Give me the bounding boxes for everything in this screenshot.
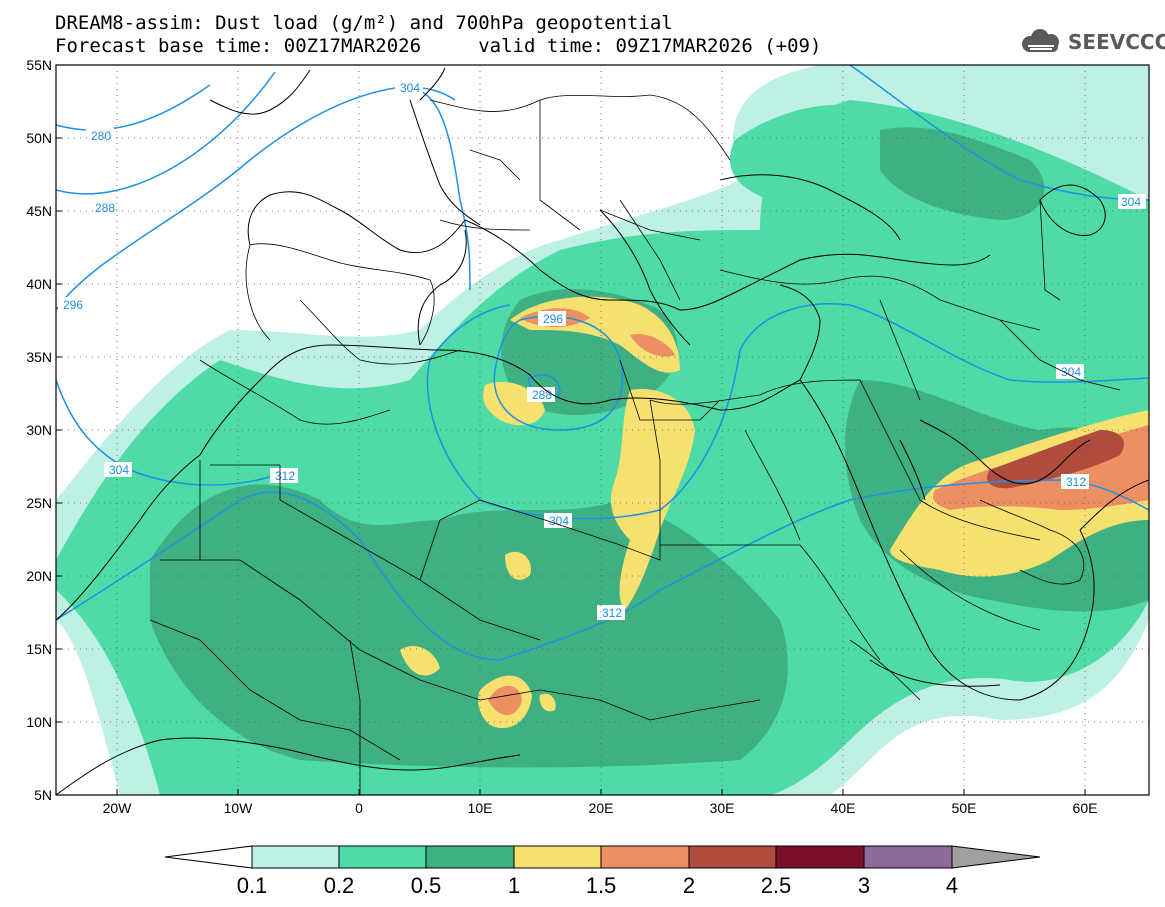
contour-312 — [56, 479, 1149, 661]
lat-label: 20N — [26, 568, 52, 584]
contour-label: 304 — [1061, 365, 1081, 379]
colorbar-label: 2.5 — [761, 873, 792, 898]
contour-label: 288 — [95, 201, 115, 215]
lat-label: 50N — [26, 130, 52, 146]
logo-text: SEEVCCC — [1068, 30, 1165, 54]
colorbar-label: 4 — [946, 873, 958, 898]
colorbar-upper-arrow — [951, 845, 1041, 869]
cloud-logo-icon — [1022, 29, 1059, 52]
contour-label: 312 — [1066, 475, 1086, 489]
contour-labels: 280 288 296 304 304 296 288 304 312 304 … — [58, 80, 1146, 620]
contour-label: 280 — [91, 129, 111, 143]
dust-level-2-area — [986, 430, 1124, 489]
colorbar-lower-arrow — [164, 845, 253, 869]
lon-label: 20E — [589, 800, 614, 816]
dust-level-1-area — [400, 646, 440, 676]
lon-label: 50E — [952, 800, 977, 816]
dust-level-1-area — [539, 693, 556, 712]
contour-288 — [56, 71, 276, 195]
contour-label: 304 — [400, 81, 420, 95]
coastlines — [56, 67, 1149, 795]
graticule — [56, 65, 1149, 795]
colorbar-label: 2 — [683, 873, 695, 898]
lat-label: 55N — [26, 57, 52, 73]
contour-label: 288 — [532, 388, 552, 402]
contour-label: 304 — [109, 463, 129, 477]
dust-level-15-area — [630, 334, 675, 357]
colorbar-labels: 0.1 0.2 0.5 1 1.5 2 2.5 3 4 — [237, 873, 958, 898]
colorbar-label: 1 — [508, 873, 520, 898]
contour-304-east — [849, 65, 1149, 201]
colorbar-box — [425, 845, 515, 869]
contour-label: 312 — [275, 469, 295, 483]
contour-label: 304 — [1121, 195, 1141, 209]
lat-label: 40N — [26, 276, 52, 292]
lon-label: 0 — [355, 800, 363, 816]
colorbar-box — [600, 845, 690, 869]
map-title-line1: DREAM8-assim: Dust load (g/m²) and 700hP… — [55, 12, 673, 34]
colorbar-box — [513, 845, 602, 869]
colorbar — [164, 845, 1041, 869]
colorbar-box — [251, 845, 340, 869]
colorbar-label: 0.1 — [237, 873, 268, 898]
contour-label: 296 — [543, 312, 563, 326]
contour-280 — [56, 84, 211, 131]
contour-label: 312 — [602, 606, 622, 620]
contour-296-low — [493, 315, 624, 431]
lon-label: 10W — [224, 800, 254, 816]
lat-label: 15N — [26, 641, 52, 657]
lon-label: 60E — [1073, 800, 1098, 816]
lat-label: 35N — [26, 349, 52, 365]
colorbar-label: 3 — [858, 873, 870, 898]
colorbar-label: 0.2 — [324, 873, 355, 898]
lat-label: 45N — [26, 203, 52, 219]
axis-ticks — [56, 64, 1086, 796]
map-title-line2: Forecast base time: 00Z17MAR2026 valid t… — [55, 35, 822, 57]
latitude-labels: 55N 50N 45N 40N 35N 30N 25N 20N 15N 10N … — [26, 57, 52, 803]
lon-label: 10E — [468, 800, 493, 816]
contour-296 — [56, 86, 471, 311]
dust-level-1-area — [505, 551, 531, 580]
lon-label: 30E — [710, 800, 735, 816]
colorbar-box — [775, 845, 865, 869]
lon-label: 20W — [103, 800, 133, 816]
geopotential-contours — [56, 65, 1149, 661]
colorbar-box — [863, 845, 953, 869]
contour-label: 304 — [549, 514, 569, 528]
country-borders — [149, 94, 1121, 795]
colorbar-label: 0.5 — [411, 873, 442, 898]
contour-label: 296 — [63, 298, 83, 312]
dust-level-1-area — [610, 389, 695, 610]
dust-level-15-area — [488, 685, 522, 716]
lon-label: 40E — [831, 800, 856, 816]
lat-label: 5N — [34, 787, 52, 803]
colorbar-label: 1.5 — [586, 873, 617, 898]
colorbar-box — [688, 845, 777, 869]
lat-label: 30N — [26, 422, 52, 438]
dust-level-05-area — [880, 127, 1045, 220]
lat-label: 10N — [26, 714, 52, 730]
longitude-labels: 20W 10W 0 10E 20E 30E 40E 50E 60E — [103, 800, 1098, 816]
dust-level-02-area — [729, 104, 900, 200]
lat-label: 25N — [26, 495, 52, 511]
colorbar-box — [338, 845, 427, 869]
